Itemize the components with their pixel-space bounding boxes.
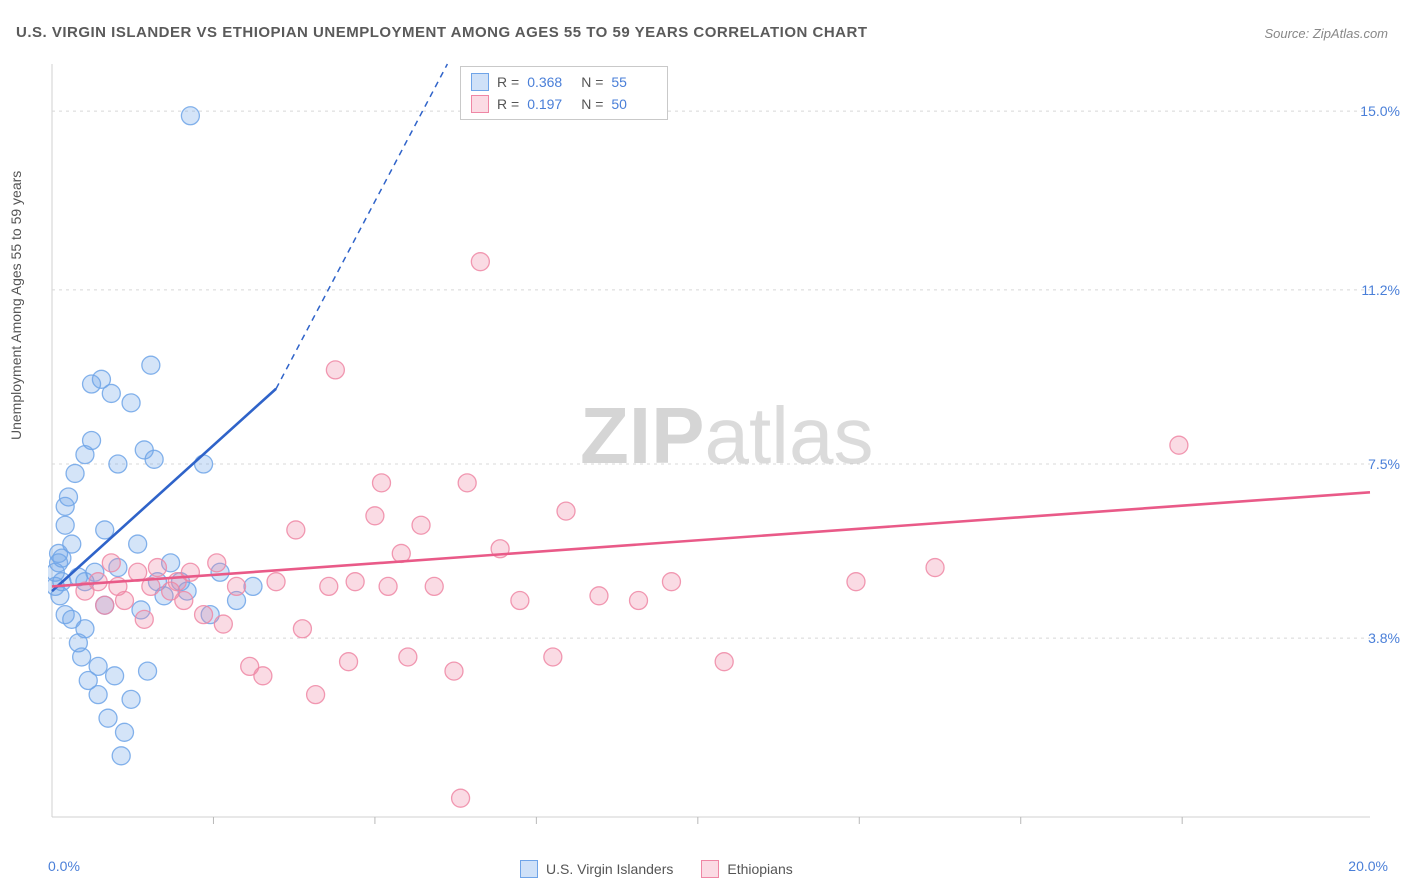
y-tick-label: 3.8% xyxy=(1368,630,1400,646)
legend-swatch-pink xyxy=(471,95,489,113)
legend-label-1: U.S. Virgin Islanders xyxy=(546,861,673,877)
legend-swatch-blue xyxy=(471,73,489,91)
series-legend: U.S. Virgin Islanders Ethiopians xyxy=(520,860,793,878)
correlation-legend: R = 0.368 N = 55 R = 0.197 N = 50 xyxy=(460,66,668,120)
n-label: N = xyxy=(581,74,603,90)
r-value-2: 0.197 xyxy=(527,96,573,112)
plot-svg xyxy=(48,60,1388,835)
r-value-1: 0.368 xyxy=(527,74,573,90)
n-label: N = xyxy=(581,96,603,112)
y-tick-label: 15.0% xyxy=(1360,103,1400,119)
source-attribution: Source: ZipAtlas.com xyxy=(1264,26,1388,41)
legend-row-series1: R = 0.368 N = 55 xyxy=(471,71,657,93)
r-label: R = xyxy=(497,74,519,90)
x-tick-max: 20.0% xyxy=(1348,858,1388,874)
legend-label-2: Ethiopians xyxy=(727,861,792,877)
x-tick-min: 0.0% xyxy=(48,858,80,874)
chart-title: U.S. VIRGIN ISLANDER VS ETHIOPIAN UNEMPL… xyxy=(16,24,867,41)
r-label: R = xyxy=(497,96,519,112)
y-tick-label: 7.5% xyxy=(1368,456,1400,472)
n-value-2: 50 xyxy=(611,96,657,112)
y-tick-label: 11.2% xyxy=(1361,282,1400,298)
legend-row-series2: R = 0.197 N = 50 xyxy=(471,93,657,115)
y-axis-label: Unemployment Among Ages 55 to 59 years xyxy=(8,171,24,440)
scatter-plot xyxy=(48,60,1388,835)
legend-item-1: U.S. Virgin Islanders xyxy=(520,860,673,878)
n-value-1: 55 xyxy=(611,74,657,90)
legend-swatch-pink xyxy=(701,860,719,878)
legend-item-2: Ethiopians xyxy=(701,860,792,878)
legend-swatch-blue xyxy=(520,860,538,878)
